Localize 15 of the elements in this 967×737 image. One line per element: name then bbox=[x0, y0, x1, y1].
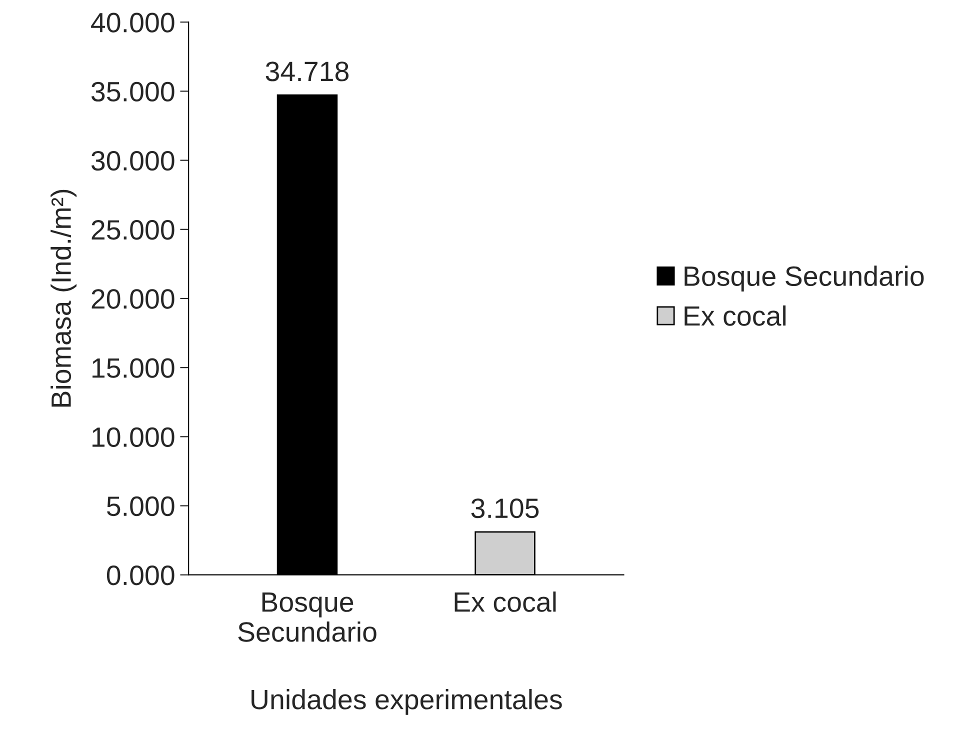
y-tick-label: 0.000 bbox=[106, 566, 174, 586]
y-axis-title: Biomasa (Ind./m²) bbox=[50, 190, 77, 407]
y-tick-label: 10.000 bbox=[92, 427, 174, 448]
y-tick-label: 5.000 bbox=[106, 496, 174, 516]
y-tick-label: 35.000 bbox=[91, 82, 174, 102]
y-tick-label: 40.000 bbox=[91, 12, 174, 32]
legend-label: Ex cocal bbox=[684, 305, 786, 326]
y-tick-label: 30.000 bbox=[91, 150, 174, 171]
y-tick-label: 25.000 bbox=[92, 220, 174, 240]
data-label: 3.105 bbox=[471, 498, 539, 518]
x-axis-title: Unidades experimentales bbox=[252, 689, 562, 715]
y-tick-label: 15.000 bbox=[92, 358, 174, 378]
legend-label: Bosque Secundario bbox=[684, 266, 924, 292]
y-tick-label: 20.000 bbox=[92, 289, 174, 309]
data-label: 34.718 bbox=[266, 62, 349, 82]
